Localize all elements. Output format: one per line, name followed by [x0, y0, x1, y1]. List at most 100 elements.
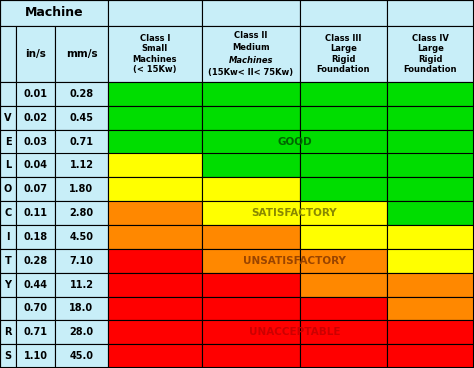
Bar: [16, 273, 55, 297]
Text: 0.04: 0.04: [24, 160, 47, 170]
Text: GOOD: GOOD: [277, 137, 312, 146]
Bar: [108, 249, 202, 273]
Bar: [300, 106, 387, 130]
Bar: [55, 82, 108, 106]
Bar: [108, 273, 202, 297]
Text: UNSATISFACTORY: UNSATISFACTORY: [243, 256, 346, 266]
Bar: [300, 0, 387, 26]
Bar: [202, 225, 300, 249]
Text: 28.0: 28.0: [69, 327, 93, 337]
Bar: [300, 82, 387, 106]
Bar: [108, 177, 202, 201]
Bar: [387, 201, 474, 225]
Text: 0.28: 0.28: [69, 89, 93, 99]
Bar: [387, 106, 474, 130]
Text: 0.18: 0.18: [23, 232, 47, 242]
Text: V: V: [4, 113, 12, 123]
Text: Machines: Machines: [229, 56, 273, 65]
Text: 0.11: 0.11: [24, 208, 47, 218]
Text: 0.07: 0.07: [24, 184, 47, 194]
Text: in/s: in/s: [25, 49, 46, 59]
Bar: [0, 153, 16, 177]
Text: T: T: [5, 256, 11, 266]
Bar: [300, 201, 387, 225]
Text: 0.71: 0.71: [70, 137, 93, 146]
Bar: [387, 344, 474, 368]
Bar: [55, 344, 108, 368]
Bar: [16, 130, 55, 153]
Bar: [300, 320, 387, 344]
Bar: [300, 249, 387, 273]
Text: 0.70: 0.70: [24, 304, 47, 314]
Text: 45.0: 45.0: [70, 351, 93, 361]
Bar: [387, 225, 474, 249]
Bar: [300, 177, 387, 201]
Text: 0.01: 0.01: [24, 89, 47, 99]
Bar: [387, 273, 474, 297]
Bar: [108, 82, 202, 106]
Bar: [202, 153, 300, 177]
Bar: [108, 153, 202, 177]
Text: mm/s: mm/s: [66, 49, 97, 59]
Text: 0.45: 0.45: [70, 113, 93, 123]
Bar: [387, 130, 474, 153]
Bar: [202, 320, 300, 344]
Text: C: C: [4, 208, 12, 218]
Bar: [16, 82, 55, 106]
Text: 0.71: 0.71: [24, 327, 47, 337]
Bar: [0, 273, 16, 297]
Bar: [108, 130, 202, 153]
Bar: [387, 0, 474, 26]
Bar: [202, 0, 300, 26]
Text: 0.28: 0.28: [23, 256, 47, 266]
Bar: [202, 106, 300, 130]
Text: Class I
Small
Machines
(< 15Kw): Class I Small Machines (< 15Kw): [133, 34, 177, 74]
Text: 1.10: 1.10: [24, 351, 47, 361]
Text: 0.44: 0.44: [24, 280, 47, 290]
Bar: [55, 201, 108, 225]
Bar: [16, 201, 55, 225]
Bar: [202, 344, 300, 368]
Bar: [108, 0, 202, 26]
Text: 7.10: 7.10: [70, 256, 93, 266]
Text: R: R: [4, 327, 12, 337]
Bar: [108, 26, 202, 82]
Text: I: I: [6, 232, 10, 242]
Text: L: L: [5, 160, 11, 170]
Bar: [202, 273, 300, 297]
Bar: [300, 344, 387, 368]
Bar: [300, 273, 387, 297]
Bar: [55, 297, 108, 320]
Bar: [16, 153, 55, 177]
Bar: [0, 177, 16, 201]
Text: SATISFACTORY: SATISFACTORY: [252, 208, 337, 218]
Text: E: E: [5, 137, 11, 146]
Bar: [16, 26, 55, 82]
Bar: [202, 297, 300, 320]
Text: Y: Y: [4, 280, 11, 290]
Bar: [16, 320, 55, 344]
Bar: [0, 225, 16, 249]
Bar: [387, 82, 474, 106]
Bar: [0, 249, 16, 273]
Bar: [202, 177, 300, 201]
Text: 0.02: 0.02: [24, 113, 47, 123]
Text: 4.50: 4.50: [70, 232, 93, 242]
Bar: [0, 26, 16, 82]
Bar: [55, 26, 108, 82]
Bar: [108, 201, 202, 225]
Bar: [0, 344, 16, 368]
Bar: [0, 106, 16, 130]
Bar: [0, 201, 16, 225]
Bar: [16, 177, 55, 201]
Text: Class II: Class II: [234, 31, 268, 40]
Bar: [55, 130, 108, 153]
Text: UNACCEPTABLE: UNACCEPTABLE: [249, 327, 340, 337]
Text: 1.12: 1.12: [70, 160, 93, 170]
Bar: [387, 153, 474, 177]
Bar: [55, 177, 108, 201]
Bar: [55, 249, 108, 273]
Bar: [387, 249, 474, 273]
Bar: [108, 106, 202, 130]
Text: 11.2: 11.2: [70, 280, 93, 290]
